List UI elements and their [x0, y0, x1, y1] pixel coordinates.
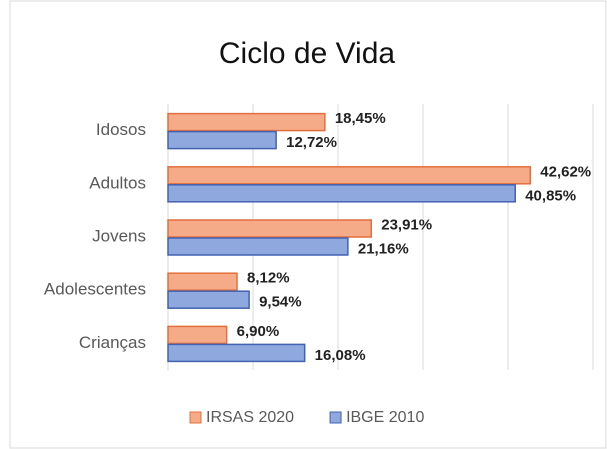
- y-tick-label: Adolescentes: [44, 280, 146, 299]
- value-label: 40,85%: [525, 187, 576, 204]
- value-label: 16,08%: [315, 347, 366, 364]
- legend-swatch: [189, 411, 202, 424]
- bar: [167, 290, 250, 309]
- bar: [167, 184, 516, 203]
- legend-swatch: [329, 411, 342, 424]
- value-label: 21,16%: [358, 240, 409, 257]
- y-tick-label: Idosos: [96, 120, 146, 139]
- bar: [167, 112, 326, 132]
- chart-title: Ciclo de Vida: [219, 37, 396, 70]
- value-label: 18,45%: [335, 110, 386, 127]
- y-tick-label: Adultos: [89, 173, 146, 192]
- value-label: 6,90%: [237, 323, 280, 340]
- value-label: 23,91%: [381, 216, 432, 233]
- value-label: 8,12%: [247, 270, 290, 287]
- bar: [167, 325, 228, 345]
- y-tick-label: Jovens: [92, 226, 146, 245]
- bar: [167, 166, 532, 185]
- bar: [167, 237, 349, 256]
- value-label: 42,62%: [540, 163, 591, 180]
- bar: [167, 130, 277, 150]
- y-tick-label: Crianças: [79, 333, 146, 352]
- bar: [167, 343, 306, 363]
- value-label: 12,72%: [286, 134, 337, 151]
- legend-label: IBGE 2010: [346, 409, 424, 426]
- legend-label: IRSAS 2020: [206, 409, 294, 426]
- bar: [167, 219, 372, 238]
- chart-border: [9, 0, 607, 449]
- bar: [167, 272, 238, 291]
- value-label: 9,54%: [259, 294, 302, 311]
